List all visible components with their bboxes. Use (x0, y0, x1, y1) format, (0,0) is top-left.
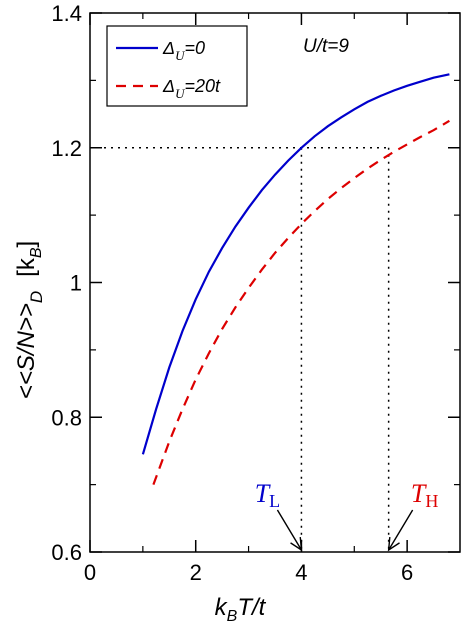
axis-ticks (89, 12, 460, 553)
temperature-markers: TL TH (255, 479, 438, 552)
y-tick-label: 1.2 (51, 136, 82, 161)
series-layer (141, 73, 450, 485)
y-tick-label: 0.8 (51, 405, 82, 430)
reference-lines (90, 147, 390, 552)
marker-arrow-shaft (276, 509, 303, 551)
y-tick-label: 0.6 (51, 540, 82, 565)
x-tick-label: 2 (190, 560, 202, 585)
x-tick-label: 0 (84, 560, 96, 585)
y-tick-label: 1 (70, 271, 82, 296)
x-axis-label: kBT/t (215, 594, 267, 625)
marker-arrow-head (387, 536, 400, 552)
legend-box (106, 25, 248, 107)
parameter-annotation: U/t=9 (303, 36, 349, 57)
marker-label-tl: TL (255, 479, 280, 511)
legend: ΔU=0 ΔU=20t (106, 25, 248, 107)
x-tick-label: 6 (401, 560, 413, 585)
series-line-delta-0 (141, 73, 450, 455)
legend-label-delta-20t: ΔU=20t (162, 76, 221, 101)
marker-arrow-head (290, 536, 303, 552)
legend-label-delta-0: ΔU=0 (162, 38, 205, 63)
tick-labels: 0 2 4 6 0.6 0.8 1 1.2 1.4 (51, 1, 413, 585)
marker-label-th: TH (411, 479, 438, 511)
marker-arrow-shaft (388, 509, 414, 551)
y-axis-label: <<S/N>>D[kB] (13, 241, 46, 399)
x-tick-label: 4 (295, 560, 307, 585)
y-tick-label: 1.4 (51, 1, 82, 26)
